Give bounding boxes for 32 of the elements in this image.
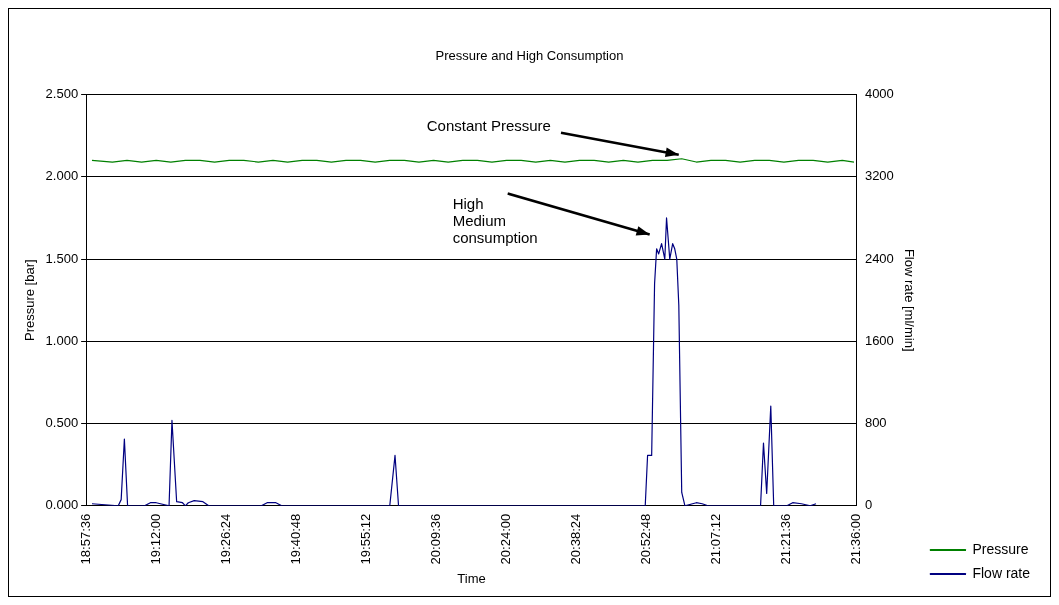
annotation: Constant Pressure — [426, 116, 551, 134]
x-tick-label: 20:38:24 — [568, 513, 584, 565]
y2-tick-label: 800 — [864, 415, 887, 431]
y-tick-label: 0.000 — [45, 497, 79, 513]
y2-tick-label: 0 — [864, 497, 873, 513]
y-axis-title: Pressure [bar] — [22, 259, 38, 342]
y2-tick-label: 4000 — [864, 86, 894, 102]
x-tick-label: 21:21:36 — [778, 513, 794, 565]
x-tick-label: 20:52:48 — [638, 513, 654, 565]
x-tick-label: 20:24:00 — [498, 513, 514, 565]
x-axis-title: Time — [457, 570, 486, 586]
x-tick-label: 21:07:12 — [708, 513, 724, 565]
legend-label: Pressure — [972, 540, 1029, 557]
x-tick-label: 19:40:48 — [287, 513, 303, 565]
y2-axis-title: Flow rate [ml/min] — [902, 248, 918, 352]
y-tick-label: 1.500 — [45, 250, 79, 266]
y-tick-label: 0.500 — [45, 415, 79, 431]
y-tick-label: 2.500 — [45, 86, 79, 102]
chart-title: Pressure and High Consumption — [435, 48, 624, 64]
x-tick-label: 19:12:00 — [147, 513, 163, 565]
y2-tick-label: 3200 — [864, 168, 894, 184]
y-tick-label: 1.000 — [45, 332, 79, 348]
legend-label: Flow rate — [972, 564, 1031, 581]
x-tick-label: 20:09:36 — [428, 513, 444, 565]
x-tick-label: 21:36:00 — [848, 513, 864, 565]
y2-tick-label: 2400 — [864, 250, 894, 266]
x-tick-label: 18:57:36 — [77, 513, 93, 565]
y-tick-label: 2.000 — [45, 168, 79, 184]
y2-tick-label: 1600 — [864, 332, 894, 348]
x-tick-label: 19:26:24 — [217, 513, 233, 565]
x-tick-label: 19:55:12 — [357, 513, 373, 565]
annotation: High Medium consumption — [452, 194, 538, 246]
